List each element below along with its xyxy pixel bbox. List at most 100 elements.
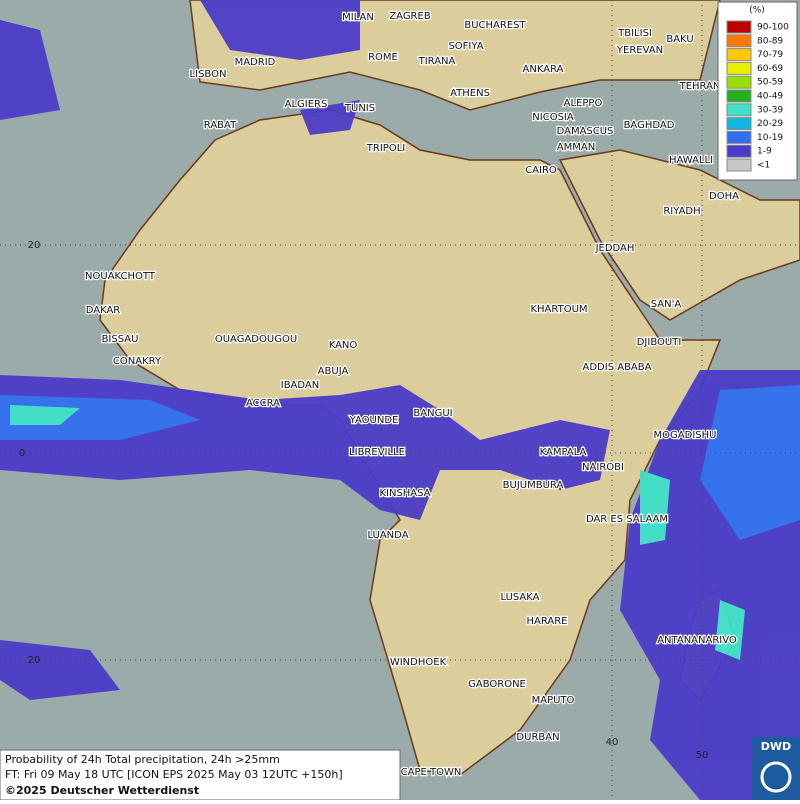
arabia — [558, 149, 800, 321]
city-label: LISBON — [190, 69, 227, 80]
city-label: GABORONE — [468, 679, 526, 690]
legend-label: 90-100 — [757, 23, 789, 33]
legend-swatch — [726, 144, 752, 158]
legend-label: 50-59 — [757, 78, 783, 88]
city-label: KINSHASA — [379, 488, 430, 499]
legend-swatch — [726, 20, 752, 34]
legend-items: 90-100 80-89 70-79 60-69 50-59 40-49 30-39 20-2… — [726, 20, 789, 172]
city-label: ZAGREB — [389, 11, 431, 22]
legend-swatch — [726, 75, 752, 89]
legend-swatch — [726, 117, 752, 131]
city-label: MADRID — [235, 57, 276, 68]
city-label: BAKU — [666, 34, 693, 45]
city-label: MAPUTO — [532, 695, 575, 706]
footer-line: FT: Fri 09 May 18 UTC [ICON EPS 2025 May… — [5, 768, 343, 781]
legend-label: 10-19 — [757, 133, 783, 143]
legend-label: 80-89 — [757, 36, 783, 46]
city-label: LIBREVILLE — [349, 447, 405, 458]
city-label: WINDHOEK — [390, 657, 447, 668]
legend-swatch — [726, 103, 752, 117]
grid-label: 20 — [28, 655, 41, 666]
city-label: JEDDAH — [595, 243, 635, 254]
city-label: NAIROBI — [582, 462, 624, 473]
city-label: TUNIS — [344, 103, 375, 114]
city-label: ACCRA — [246, 398, 280, 409]
logo-text: DWD — [761, 740, 791, 753]
city-label: ANKARA — [523, 64, 564, 75]
city-label: BISSAU — [102, 334, 139, 345]
city-label: DOHA — [709, 191, 739, 202]
city-label: AMMAN — [557, 142, 595, 153]
grid-label: 0 — [19, 448, 25, 459]
city-label: ATHENS — [450, 88, 490, 99]
city-label: RIYADH — [663, 206, 700, 217]
footer-box — [0, 749, 401, 801]
city-label: MILAN — [342, 12, 374, 23]
city-label: ABUJA — [318, 366, 349, 377]
city-label: BUCHAREST — [464, 20, 526, 31]
legend-label: <1 — [757, 161, 770, 171]
logo-icon — [760, 761, 792, 793]
legend-label: 40-49 — [757, 92, 783, 102]
city-label: HARARE — [526, 616, 567, 627]
legend-unit: (%) — [749, 6, 765, 16]
city-label: SAN'A — [651, 299, 682, 310]
city-label: ALEPPO — [564, 98, 603, 109]
city-label: LUANDA — [367, 530, 408, 541]
city-label: DAKAR — [86, 305, 121, 316]
legend-swatch — [726, 48, 752, 62]
logo: DWD — [752, 737, 800, 800]
city-label: LUSAKA — [501, 592, 540, 603]
city-label: NICOSIA — [532, 112, 574, 123]
legend-label: 20-29 — [757, 119, 783, 129]
city-label: NOUAKCHOTT — [85, 271, 156, 282]
city-label: BANGUI — [413, 408, 452, 419]
labels: MILAN ZAGREB BUCHAREST TBILISI BAKU MADRID ROM… — [19, 10, 741, 780]
legend-label: 30-39 — [757, 105, 783, 115]
precip-area — [0, 0, 360, 700]
legend-swatch — [726, 89, 752, 103]
legend-label: 1-9 — [757, 147, 772, 157]
footer-line: ©2025 Deutscher Wetterdienst — [5, 784, 199, 797]
city-label: DURBAN — [516, 732, 559, 743]
city-label: DAMASCUS — [557, 126, 614, 137]
city-label: RABAT — [204, 120, 237, 131]
city-label: MOGADISHU — [654, 430, 717, 441]
city-label: OUAGADOUGOU — [215, 334, 297, 345]
grid-label: 40 — [606, 737, 619, 748]
city-label: CONAKRY — [113, 356, 162, 367]
city-label: KHARTOUM — [530, 304, 587, 315]
city-label: IBADAN — [281, 380, 320, 391]
city-label: BUJUMBURA — [503, 480, 564, 491]
city-label: BAGHDAD — [624, 120, 675, 131]
city-label: HAWALLI — [669, 155, 713, 166]
city-label: YEREVAN — [616, 45, 663, 56]
city-label: TIRANA — [418, 56, 456, 67]
precip-area — [0, 385, 800, 540]
city-label: TEHRAN — [679, 81, 721, 92]
city-label: TBILISI — [617, 28, 652, 39]
legend-label: 60-69 — [757, 64, 783, 74]
city-label: ROME — [368, 52, 398, 63]
city-label: SOFIYA — [448, 41, 483, 52]
grid-label: 50 — [696, 750, 709, 761]
city-label: CAIRO — [525, 165, 557, 176]
city-label: YAOUNDE — [349, 415, 399, 426]
legend-swatch — [726, 34, 752, 48]
city-label: TRIPOLI — [366, 143, 405, 154]
legend-swatch — [726, 61, 752, 75]
city-label: CAPE TOWN — [401, 767, 462, 778]
legend-swatch — [726, 130, 752, 144]
city-label: ALGIERS — [285, 99, 328, 110]
city-label: KANO — [329, 340, 358, 351]
footer: Probability of 24h Total precipitation, … — [0, 749, 401, 801]
legend-label: 70-79 — [757, 50, 783, 60]
city-label: KAMPALA — [540, 447, 587, 458]
city-label: DJIBOUTI — [637, 337, 682, 348]
city-label: DAR ES SALAAM — [586, 514, 668, 525]
grid-label: 20 — [28, 240, 41, 251]
legend-swatch — [726, 158, 752, 172]
